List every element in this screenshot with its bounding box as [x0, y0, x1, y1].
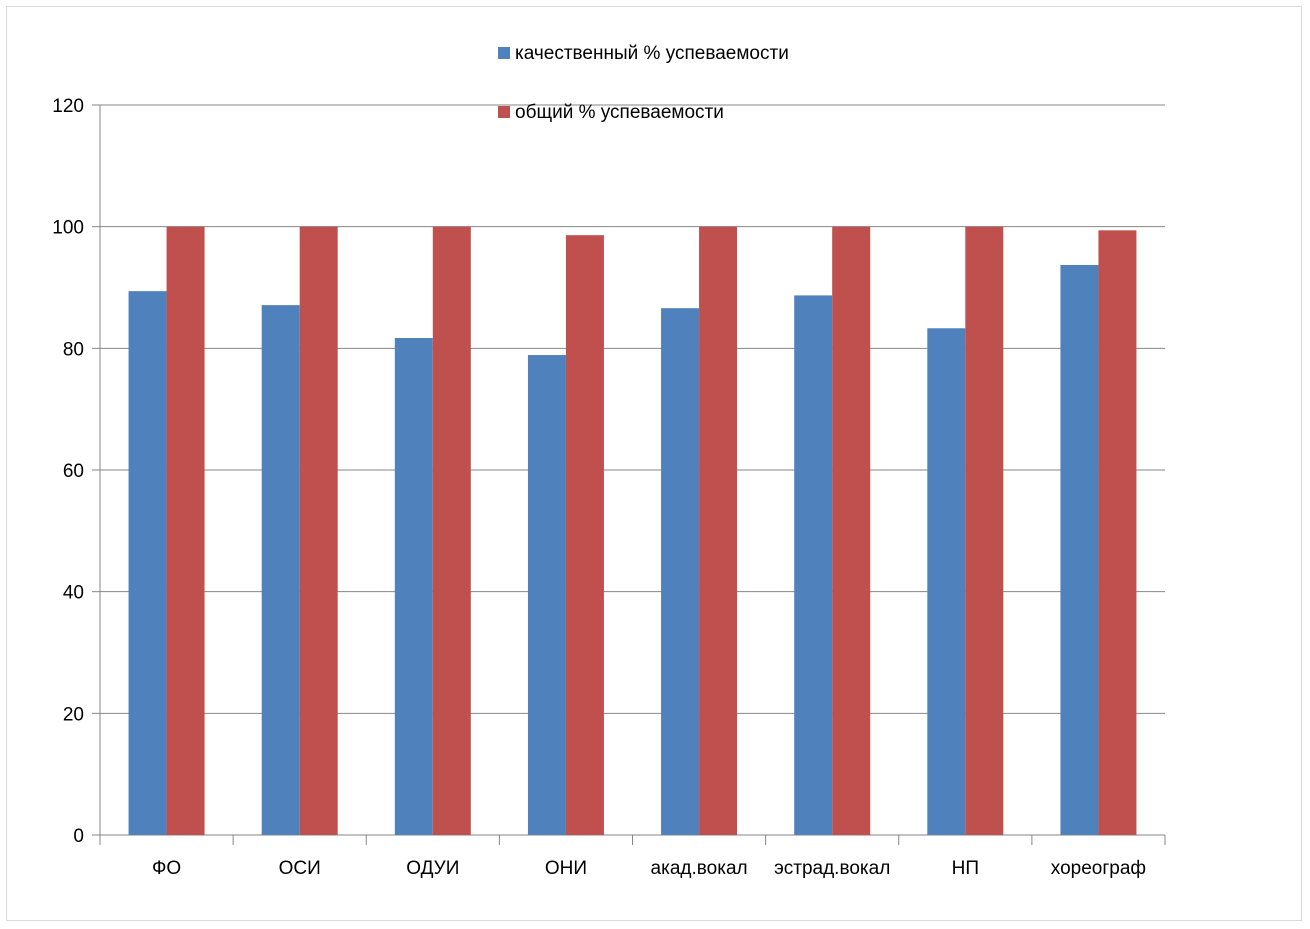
bar-quality-2 — [394, 337, 433, 835]
x-tick-label-5: эстрад.вокал — [774, 858, 890, 879]
bar-overall-3 — [565, 235, 604, 835]
y-tick-label-40: 40 — [63, 583, 84, 604]
legend-swatch-1 — [498, 106, 510, 118]
legend-label-0: качественный % успеваемости — [515, 43, 789, 64]
bar-quality-7 — [1060, 264, 1099, 835]
y-tick-label-0: 0 — [73, 826, 84, 847]
bar-overall-4 — [699, 226, 738, 835]
bar-quality-4 — [661, 308, 700, 835]
bar-overall-1 — [299, 226, 338, 835]
x-tick-label-3: ОНИ — [545, 858, 587, 879]
y-tick-label-20: 20 — [63, 704, 84, 725]
bar-quality-0 — [128, 291, 167, 835]
bar-quality-6 — [927, 328, 966, 835]
y-tick-label-100: 100 — [52, 218, 84, 239]
bar-overall-0 — [166, 226, 205, 835]
bar-overall-6 — [965, 226, 1004, 835]
bar-quality-3 — [527, 355, 566, 835]
bar-overall-5 — [832, 226, 871, 835]
y-tick-label-120: 120 — [52, 96, 84, 117]
x-tick-label-1: ОСИ — [279, 858, 321, 879]
legend-label-1: общий % успеваемости — [515, 102, 724, 123]
bar-overall-7 — [1098, 230, 1137, 836]
y-tick-label-60: 60 — [63, 461, 84, 482]
legend-swatch-0 — [498, 47, 510, 59]
x-tick-label-0: ФО — [152, 858, 181, 879]
bar-overall-2 — [432, 226, 471, 835]
bar-quality-1 — [261, 305, 300, 835]
x-tick-label-2: ОДУИ — [406, 858, 459, 879]
x-tick-label-4: акад.вокал — [651, 858, 748, 879]
y-tick-label-80: 80 — [63, 339, 84, 360]
x-tick-label-6: НП — [952, 858, 979, 879]
bar-quality-5 — [794, 295, 833, 835]
x-tick-label-7: хореограф — [1051, 858, 1146, 879]
